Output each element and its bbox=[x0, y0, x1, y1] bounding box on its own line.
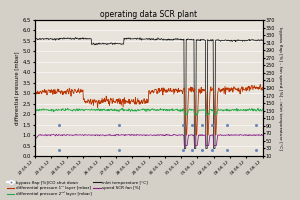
Y-axis label: bypass flap [%] – fan speed [%] – inlet temperature [°C]: bypass flap [%] – fan speed [%] – inlet … bbox=[278, 27, 282, 149]
Y-axis label: differential pressure [mbar]: differential pressure [mbar] bbox=[15, 51, 20, 125]
Title: operating data SCR plant: operating data SCR plant bbox=[100, 10, 197, 19]
Legend: bypass flap [%]/CO shut down, differential pressure 1ˢᵗ layer [mbar], differenti: bypass flap [%]/CO shut down, differenti… bbox=[5, 179, 149, 198]
